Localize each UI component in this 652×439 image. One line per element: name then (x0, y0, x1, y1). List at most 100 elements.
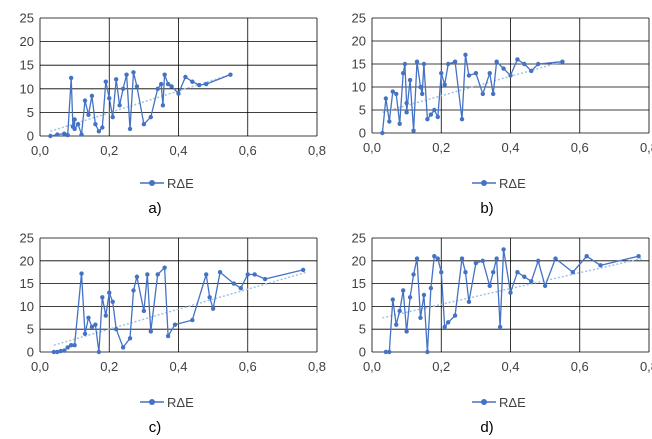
data-point (117, 103, 122, 108)
data-point (387, 349, 392, 355)
data-point (480, 258, 485, 263)
data-point (432, 254, 437, 259)
x-tick-label: 0,6 (239, 143, 257, 158)
series-line (53, 266, 304, 353)
data-point (411, 272, 416, 277)
data-point (176, 91, 181, 96)
data-point (103, 79, 108, 84)
data-point (204, 81, 209, 87)
data-point (127, 126, 133, 132)
data-point (131, 70, 136, 75)
panel-d: 0 5 10 15 20 25 0,0 0,2 0,4 0,6 0,8 RΔE d) (352, 231, 652, 437)
y-tick-label: 15 (20, 58, 34, 73)
data-point (55, 349, 60, 355)
data-point (165, 81, 171, 87)
data-point (397, 308, 402, 314)
x-tick-label: 0,8 (308, 359, 326, 374)
data-point (536, 258, 541, 263)
data-point (390, 297, 395, 302)
x-tick-label: 0,4 (169, 359, 187, 374)
y-tick-label: 5 (27, 105, 34, 120)
data-point (79, 132, 84, 137)
data-point (183, 74, 188, 80)
x-tick-label: 0,8 (308, 143, 326, 158)
legend-marker (481, 399, 487, 405)
data-point (120, 86, 126, 92)
y-tick-label: 5 (359, 103, 366, 118)
x-tick-label: 0,4 (501, 140, 519, 155)
x-tick-label: 0,6 (571, 359, 589, 374)
data-point (262, 276, 268, 282)
data-point (383, 96, 389, 101)
data-point (439, 71, 444, 76)
y-tick-label: 25 (352, 11, 366, 26)
data-point (414, 256, 420, 261)
series-line (381, 54, 563, 134)
data-point (411, 128, 416, 133)
data-point (72, 342, 77, 348)
legend-marker (481, 180, 487, 186)
data-point (404, 100, 409, 106)
data-point (162, 72, 167, 77)
data-point (407, 295, 413, 300)
data-point (68, 342, 74, 348)
data-point (172, 322, 178, 327)
data-point (110, 114, 115, 120)
data-point (107, 290, 112, 295)
data-point (420, 91, 425, 97)
data-point (397, 121, 402, 127)
data-point (93, 122, 98, 127)
data-point (160, 103, 166, 108)
data-point (560, 59, 565, 64)
x-tick-label: 0,4 (501, 359, 519, 374)
data-point (231, 281, 237, 286)
data-point (68, 75, 74, 81)
y-tick-label: 10 (352, 80, 366, 95)
data-point (636, 254, 641, 259)
data-point (435, 114, 440, 120)
y-tick-label: 20 (352, 34, 366, 49)
data-point (394, 322, 399, 327)
data-point (141, 308, 147, 314)
data-point (75, 122, 81, 127)
trendline (382, 60, 563, 114)
y-tick-label: 0 (359, 345, 366, 360)
data-point (387, 119, 392, 124)
y-tick-label: 15 (352, 276, 366, 291)
panel-c: 0 5 10 15 20 25 0,0 0,2 0,4 0,6 0,8 RΔE c) (20, 231, 327, 437)
x-tick-label: 0,8 (640, 359, 652, 374)
data-point (442, 82, 447, 87)
data-point (145, 272, 150, 277)
data-point (404, 110, 409, 115)
x-tick-label: 0,8 (640, 140, 652, 155)
x-tick-label: 0,2 (100, 143, 118, 158)
x-tick-label: 0,6 (239, 359, 257, 374)
data-point (65, 345, 70, 350)
data-point (542, 283, 548, 289)
data-point (536, 61, 541, 67)
y-tick-label: 25 (20, 231, 34, 246)
series-line (50, 71, 231, 137)
data-point (473, 260, 479, 266)
x-tick-label: 0,0 (31, 359, 49, 374)
data-point (86, 112, 91, 117)
data-point (96, 349, 102, 355)
panel-label: b) (480, 200, 493, 217)
data-point (400, 71, 406, 76)
data-point (62, 348, 67, 353)
data-point (93, 322, 98, 327)
data-point (463, 52, 468, 57)
y-tick-label: 15 (20, 276, 34, 291)
x-tick-label: 0,0 (363, 140, 381, 155)
y-tick-label: 0 (27, 129, 34, 144)
data-point (418, 315, 423, 320)
data-point (439, 270, 444, 275)
data-point (217, 270, 223, 275)
y-tick-label: 25 (352, 231, 366, 246)
y-tick-label: 20 (20, 34, 34, 49)
data-point (390, 89, 395, 94)
data-point (501, 66, 506, 71)
data-point (65, 132, 70, 138)
data-point (428, 112, 434, 117)
